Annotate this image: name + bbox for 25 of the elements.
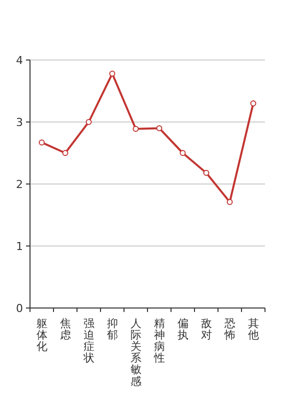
x-tick-label: 偏执 xyxy=(177,317,188,342)
point xyxy=(86,119,92,125)
point xyxy=(250,100,256,106)
point xyxy=(132,126,139,132)
point xyxy=(180,150,186,156)
y-tick-label: 2 xyxy=(16,178,23,191)
point xyxy=(203,170,210,176)
point xyxy=(62,150,68,156)
x-tick-label: 抑郁 xyxy=(106,317,118,342)
x-tick-label: 躯体化 xyxy=(36,317,48,354)
y-tick-label: 4 xyxy=(16,54,23,67)
point xyxy=(109,70,116,77)
point xyxy=(226,198,233,205)
point xyxy=(38,139,45,146)
point xyxy=(156,125,162,132)
y-tick-label: 3 xyxy=(16,116,23,129)
x-tick-label: 焦虑 xyxy=(60,317,71,342)
y-tick-label: 0 xyxy=(16,302,23,315)
x-tick-label: 精神病性 xyxy=(152,317,165,365)
x-tick-label: 强迫症状 xyxy=(82,317,94,365)
x-tick-label: 人际关系敏感 xyxy=(130,317,142,388)
x-tick-label: 其他 xyxy=(248,317,259,342)
x-tick-label: 恐怖 xyxy=(223,317,236,342)
y-tick-label: 1 xyxy=(16,240,23,253)
x-tick-label: 敌对 xyxy=(200,317,212,342)
